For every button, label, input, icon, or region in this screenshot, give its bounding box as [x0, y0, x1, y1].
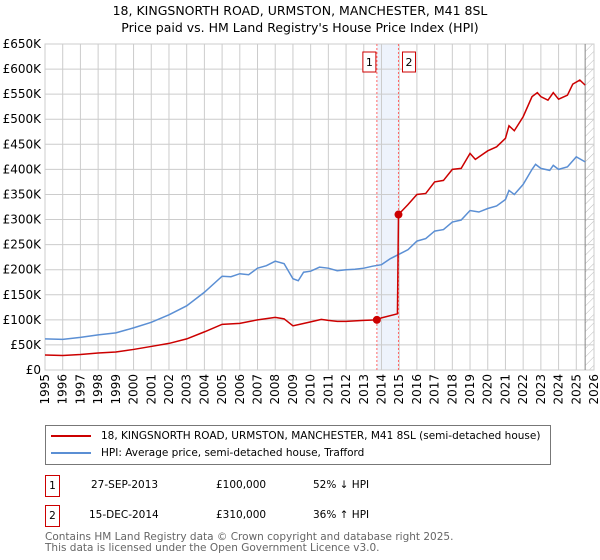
- x-tick-label: 2007: [251, 374, 265, 405]
- x-tick-label: 2015: [392, 374, 406, 405]
- y-tick-label: £500K: [3, 112, 43, 126]
- x-tick-label: 2010: [304, 374, 318, 405]
- x-tick-label: 2022: [516, 374, 530, 405]
- x-tick-label: 2020: [481, 374, 495, 405]
- x-tick-label: 2014: [374, 374, 388, 405]
- x-tick-label: 1996: [56, 374, 70, 405]
- legend-swatch-red: [51, 435, 91, 437]
- footer-line: Contains HM Land Registry data © Crown c…: [45, 531, 454, 543]
- title-line-2: Price paid vs. HM Land Registry's House …: [121, 20, 479, 35]
- transaction-row: 1 27-SEP-2013 £100,000 52% ↓ HPI: [45, 475, 545, 497]
- y-tick-label: £600K: [3, 62, 43, 76]
- x-tick-label: 2017: [428, 374, 442, 405]
- transaction-price: £310,000: [216, 509, 267, 521]
- sale-point: [394, 210, 403, 219]
- sale-marker-label: 1: [366, 56, 373, 69]
- sale-marker-box: [362, 51, 377, 73]
- sale-marker-label: 2: [405, 56, 412, 69]
- transaction-marker: 1: [45, 475, 60, 497]
- x-tick-label: 2026: [587, 374, 600, 405]
- x-tick-label: 1998: [91, 374, 105, 405]
- y-tick-label: £400K: [3, 162, 43, 176]
- x-tick-label: 2011: [321, 374, 335, 405]
- x-tick-label: 2003: [180, 374, 194, 405]
- legend-item-property: 18, KINGSNORTH ROAD, URMSTON, MANCHESTER…: [51, 430, 540, 442]
- transaction-marker: 2: [45, 505, 60, 527]
- y-tick-label: £150K: [3, 288, 43, 302]
- transaction-price: £100,000: [216, 479, 267, 491]
- legend-label: 18, KINGSNORTH ROAD, URMSTON, MANCHESTER…: [101, 430, 541, 442]
- chart-area: £0 £50K £100K £150K £200K £250K £300K £350K £400…: [3, 37, 600, 405]
- legend-swatch-blue: [51, 452, 91, 454]
- y-tick-label: £450K: [3, 137, 43, 151]
- footer-line: This data is licensed under the Open Gov…: [45, 542, 380, 554]
- sale-marker-box: [401, 51, 416, 73]
- y-tick-label: £250K: [3, 238, 43, 252]
- x-tick-label: 2009: [286, 374, 300, 405]
- x-tick-label: 2013: [357, 374, 371, 405]
- y-tick-label: £650K: [3, 37, 43, 51]
- x-tick-label: 2025: [569, 374, 583, 405]
- x-tick-label: 2006: [233, 374, 247, 405]
- y-tick-label: £200K: [3, 263, 43, 277]
- x-tick-label: 1997: [73, 374, 87, 405]
- y-tick-label: £350K: [3, 187, 43, 201]
- x-tick-label: 2016: [410, 374, 424, 405]
- property-line: [44, 79, 586, 357]
- title-line-1: 18, KINGSNORTH ROAD, URMSTON, MANCHESTER…: [112, 3, 488, 18]
- x-tick-label: 1995: [38, 374, 52, 405]
- x-tick-label: 2018: [445, 374, 459, 405]
- sale-period-band: [376, 44, 399, 370]
- y-tick-label: £550K: [3, 87, 43, 101]
- transaction-hpi: 52% ↓ HPI: [313, 479, 370, 491]
- chart-title: 18, KINGSNORTH ROAD, URMSTON, MANCHESTER…: [0, 2, 600, 36]
- footer: Contains HM Land Registry data © Crown c…: [45, 532, 453, 554]
- x-tick-label: 2008: [268, 374, 282, 405]
- transaction-date: 27-SEP-2013: [91, 479, 159, 491]
- plot-background: [44, 43, 595, 371]
- x-tick-label: 2002: [162, 374, 176, 405]
- sale-point: [372, 315, 381, 324]
- x-tick-label: 2001: [144, 374, 158, 405]
- transaction-date: 15-DEC-2014: [89, 509, 159, 521]
- hpi-line: [44, 155, 586, 341]
- legend-item-hpi: HPI: Average price, semi-detached house,…: [51, 447, 364, 459]
- x-tick-label: 2019: [463, 374, 477, 405]
- y-tick-label: £100K: [3, 313, 43, 327]
- transaction-row: 2 15-DEC-2014 £310,000 36% ↑ HPI: [45, 505, 545, 527]
- x-tick-label: 2021: [498, 374, 512, 405]
- transaction-hpi: 36% ↑ HPI: [313, 509, 370, 521]
- y-tick-label: £300K: [3, 213, 43, 227]
- x-tick-label: 1999: [109, 374, 123, 405]
- legend-label: HPI: Average price, semi-detached house,…: [101, 447, 365, 459]
- x-tick-label: 2004: [197, 374, 211, 405]
- y-tick-label: £50K: [10, 338, 42, 352]
- x-tick-label: 2005: [215, 374, 229, 405]
- x-tick-label: 2012: [339, 374, 353, 405]
- x-tick-label: 2024: [552, 374, 566, 405]
- legend: 18, KINGSNORTH ROAD, URMSTON, MANCHESTER…: [45, 425, 551, 465]
- forecast-hatch: [585, 44, 594, 370]
- y-tick-label: £0: [26, 363, 41, 377]
- x-tick-label: 2023: [534, 374, 548, 405]
- x-tick-label: 2000: [127, 374, 141, 405]
